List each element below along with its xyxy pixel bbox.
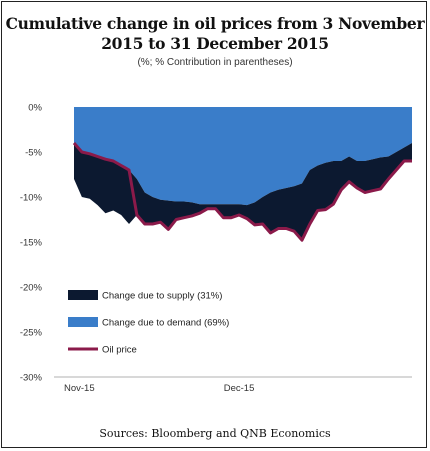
y-tick-label: -5% bbox=[25, 148, 42, 159]
legend-demand-swatch bbox=[68, 317, 98, 327]
legend-supply-label: Change due to supply (31%) bbox=[102, 291, 222, 302]
chart-subtitle: (%; % Contribution in parentheses) bbox=[137, 57, 293, 68]
y-tick-label: -25% bbox=[20, 328, 43, 339]
y-tick-label: -15% bbox=[20, 238, 43, 249]
y-tick-label: -20% bbox=[20, 283, 43, 294]
oil-price-line bbox=[72, 142, 412, 242]
legend-price-label: Oil price bbox=[102, 345, 137, 356]
y-tick-label: 0% bbox=[28, 103, 42, 114]
chart-title-line-1: Cumulative change in oil prices from 3 N… bbox=[5, 14, 425, 33]
chart-svg: 0% -5% -10% -15% -20% -25% -30% Nov-15 Dec-15 Cha… bbox=[20, 103, 412, 394]
demand-area bbox=[74, 107, 412, 206]
chart-title: Cumulative change in oil prices from 3 N… bbox=[2, 14, 428, 54]
legend-demand-label: Change due to demand (69%) bbox=[102, 318, 229, 329]
legend-supply-swatch bbox=[68, 290, 98, 300]
supply-area bbox=[74, 143, 412, 241]
x-tick-label: Nov-15 bbox=[64, 383, 95, 394]
chart-title-line-2: 2015 to 31 December 2015 bbox=[101, 34, 329, 53]
y-tick-label: -10% bbox=[20, 193, 43, 204]
chart-source: Sources: Bloomberg and QNB Economics bbox=[99, 427, 331, 440]
x-tick-label: Dec-15 bbox=[224, 383, 255, 394]
y-tick-label: -30% bbox=[20, 373, 43, 384]
